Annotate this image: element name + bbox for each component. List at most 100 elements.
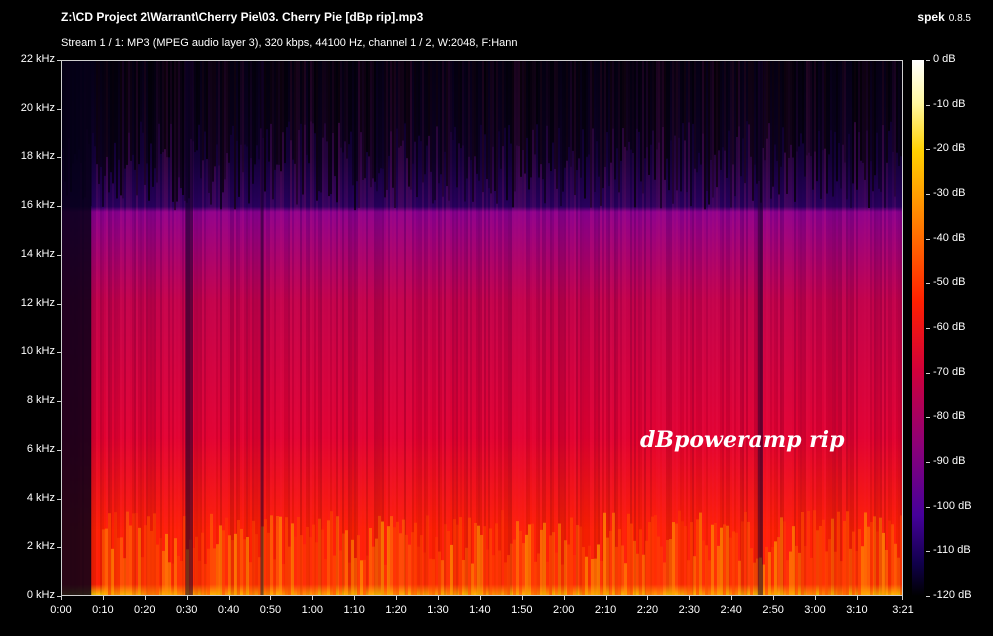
db-tick: [926, 506, 930, 508]
y-tick: [57, 449, 61, 451]
spectrogram-canvas: [62, 61, 902, 595]
db-tick-label: -100 dB: [933, 499, 972, 512]
y-tick-label: 6 kHz: [26, 442, 55, 455]
x-tick-label: 1:00: [301, 604, 324, 616]
db-tick-label: -80 dB: [933, 410, 966, 423]
y-tick-label: 14 kHz: [20, 247, 55, 260]
y-tick: [57, 303, 61, 305]
x-tick-label: 0:00: [50, 604, 72, 616]
y-tick: [57, 596, 61, 597]
x-tick-label: 2:40: [720, 604, 742, 616]
x-tick-label: 2:50: [762, 604, 784, 616]
spectrogram-plot: [61, 60, 903, 596]
x-tick: [228, 596, 230, 600]
x-tick: [312, 596, 314, 600]
db-tick-label: -120 dB: [933, 589, 972, 601]
x-tick-label: 2:30: [678, 604, 701, 616]
y-tick-label: 2 kHz: [26, 540, 55, 553]
db-colorbar: [912, 60, 924, 596]
db-tick: [926, 462, 930, 463]
db-tick-label: -110 dB: [933, 544, 971, 557]
db-tick: [926, 283, 930, 285]
x-tick: [731, 596, 733, 600]
x-tick-label: 0:30: [175, 604, 198, 616]
x-tick: [354, 596, 356, 600]
db-tick-label: 0 dB: [933, 53, 956, 65]
x-tick: [521, 596, 523, 600]
x-tick-label: 1:30: [427, 604, 449, 616]
x-tick: [647, 596, 649, 600]
db-tick-label: -30 dB: [933, 187, 966, 199]
db-tick-label: -40 dB: [933, 231, 966, 244]
db-tick-label: -50 dB: [933, 276, 966, 289]
y-tick: [57, 254, 61, 256]
x-tick: [438, 596, 439, 600]
db-tick: [926, 104, 930, 106]
y-tick: [57, 157, 61, 159]
x-tick: [102, 596, 104, 600]
db-tick: [926, 60, 930, 61]
y-tick-label: 8 kHz: [26, 394, 55, 407]
db-tick: [926, 149, 930, 151]
y-tick-label: 4 kHz: [26, 491, 55, 504]
x-tick: [902, 596, 903, 600]
x-tick-label: 0:20: [134, 604, 156, 616]
db-tick-label: -70 dB: [933, 365, 966, 378]
y-tick: [57, 547, 61, 549]
x-tick-label: 2:10: [594, 604, 617, 616]
x-tick: [61, 596, 62, 600]
x-tick: [856, 596, 858, 600]
y-tick-label: 0 kHz: [26, 589, 55, 601]
db-tick: [926, 238, 930, 240]
x-tick: [270, 596, 272, 600]
x-tick-label: 2:00: [552, 604, 575, 616]
app-version: 0.8.5: [948, 13, 971, 24]
y-tick: [57, 352, 61, 354]
y-tick-label: 16 kHz: [20, 199, 55, 212]
db-tick-label: -20 dB: [933, 142, 966, 155]
y-tick: [57, 206, 61, 208]
x-tick: [689, 596, 691, 600]
y-tick-label: 10 kHz: [20, 345, 55, 358]
y-tick-label: 20 kHz: [20, 101, 55, 114]
app-name-version: spek 0.8.5: [917, 10, 971, 24]
x-tick-label: 0:50: [259, 604, 282, 616]
stream-info: Stream 1 / 1: MP3 (MPEG audio layer 3), …: [61, 37, 518, 49]
x-tick: [396, 596, 398, 600]
x-tick: [773, 596, 775, 600]
db-tick: [926, 372, 930, 374]
x-tick-label: 0:40: [217, 604, 240, 616]
db-tick: [926, 417, 930, 419]
db-tick: [926, 194, 930, 195]
x-tick: [563, 596, 565, 600]
app-name: spek: [917, 10, 945, 24]
y-tick-label: 12 kHz: [20, 296, 55, 309]
db-tick-label: -90 dB: [933, 455, 966, 467]
x-tick: [815, 596, 817, 600]
x-tick-label: 1:10: [343, 604, 365, 616]
x-tick-label: 1:20: [385, 604, 407, 616]
x-tick: [605, 596, 607, 600]
x-tick-label: 2:20: [636, 604, 659, 616]
watermark: dBpoweramp rip: [640, 427, 845, 453]
y-tick-label: 22 kHz: [20, 53, 55, 65]
db-tick: [926, 551, 930, 553]
file-title: Z:\CD Project 2\Warrant\Cherry Pie\03. C…: [61, 10, 424, 24]
x-tick-label: 3:10: [846, 604, 868, 616]
x-tick-label: 0:10: [92, 604, 114, 616]
y-tick-label: 18 kHz: [20, 150, 55, 163]
x-tick-label: 3:00: [804, 604, 826, 616]
x-tick: [186, 596, 188, 600]
x-tick-label: 1:40: [469, 604, 491, 616]
x-tick-label: 3:21: [892, 604, 914, 616]
x-tick-label: 1:50: [511, 604, 533, 616]
x-tick: [479, 596, 481, 600]
x-tick: [144, 596, 146, 600]
db-tick: [926, 596, 930, 597]
y-tick: [57, 108, 61, 110]
y-tick: [57, 498, 61, 500]
db-tick: [926, 328, 930, 329]
db-tick-label: -60 dB: [933, 321, 966, 333]
y-tick: [57, 401, 61, 403]
y-tick: [57, 60, 61, 61]
